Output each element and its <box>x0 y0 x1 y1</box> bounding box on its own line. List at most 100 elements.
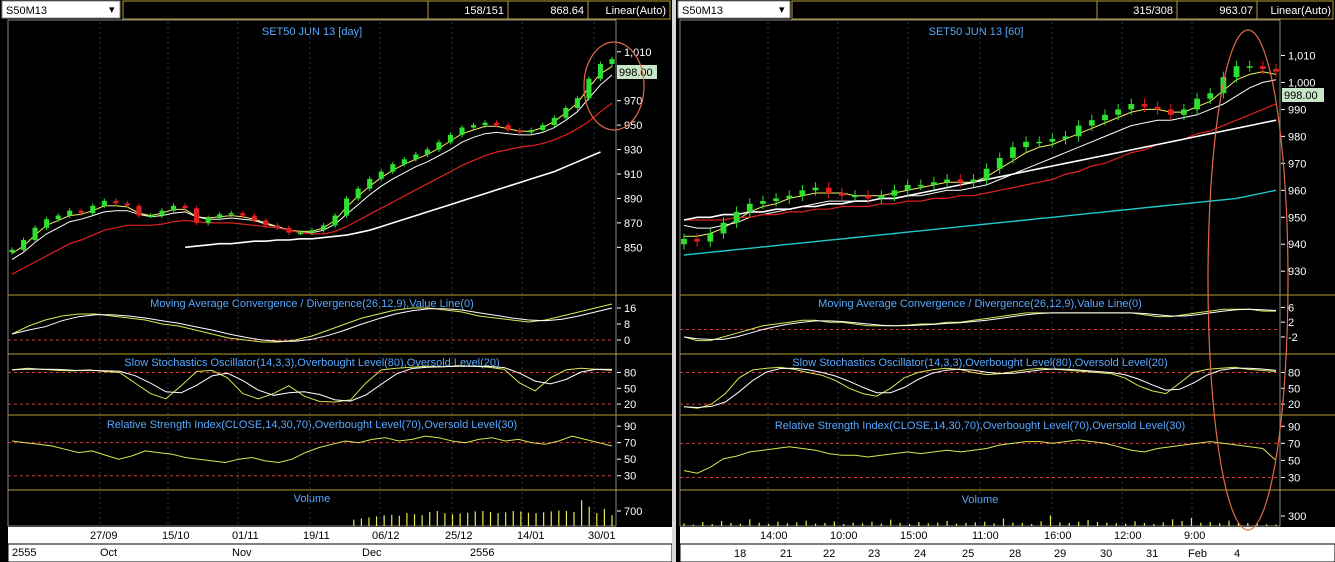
y-tick-label: 870 <box>624 218 642 230</box>
period-label: Oct <box>100 547 117 559</box>
candle-body <box>597 64 604 79</box>
series-line-ma-fast <box>684 71 1277 237</box>
date-ticks: 27/09 15/10 01/11 19/11 06/12 25/12 14/0… <box>90 530 616 542</box>
period-label: 2555 <box>12 547 36 559</box>
candle-body <box>159 210 165 216</box>
candle-body <box>344 198 350 216</box>
x-tick-label: 27/09 <box>90 530 118 542</box>
series-line-ma-fast <box>11 65 613 254</box>
chart-panel-right[interactable]: S50M13 ▾ 315/308 963.07 Linear(Auto) SET… <box>676 0 1335 562</box>
candle-body <box>390 164 396 172</box>
candle-body <box>983 168 990 180</box>
candle-body <box>1036 141 1043 144</box>
day-label: 24 <box>914 548 926 560</box>
y-tick-label: 1,010 <box>1288 50 1316 62</box>
time-ticks: 14:00 10:00 15:00 11:00 16:00 12:00 9:00 <box>760 530 1205 542</box>
day-labels: 18 21 22 23 24 25 28 29 30 31 Feb 4 <box>734 548 1240 560</box>
candle-body <box>609 59 615 64</box>
indicator-line <box>11 365 613 403</box>
y-tick-label: 16 <box>624 303 636 315</box>
x-tick-label: 11:00 <box>972 530 999 542</box>
x-tick-label: 9:00 <box>1184 530 1205 542</box>
candle-body <box>1102 114 1108 121</box>
symbol-text: S50M13 <box>6 5 47 17</box>
candle-body <box>170 205 177 211</box>
y-tick-label: 70 <box>624 438 636 450</box>
symbol-select[interactable] <box>677 0 791 19</box>
candle-body <box>367 178 373 189</box>
candle-body <box>957 179 964 183</box>
scale-box[interactable] <box>587 0 671 20</box>
x-tick-label: 25/12 <box>445 530 473 542</box>
day-label: 30 <box>1100 548 1112 560</box>
candle-body <box>136 205 142 216</box>
candle-body <box>251 215 257 221</box>
day-label: 18 <box>734 548 746 560</box>
candle-body <box>586 78 592 99</box>
price-tag-text: 998.00 <box>619 67 653 79</box>
signal-line <box>683 308 1277 340</box>
candle-body <box>147 215 154 218</box>
candle-body <box>55 215 61 220</box>
x-tick-label: 01/11 <box>232 530 259 542</box>
period-labels: 2555 Oct Nov Dec 2556 <box>12 547 494 559</box>
y-tick-label: 80 <box>1288 368 1300 380</box>
toolbar <box>676 0 1335 20</box>
day-label: 22 <box>823 548 835 560</box>
candle-body <box>773 198 779 202</box>
y-tick-label: 980 <box>1288 131 1306 143</box>
annotation-ellipse <box>583 41 645 131</box>
candle-body <box>996 157 1003 169</box>
period-label: Nov <box>232 547 252 559</box>
candle-body <box>1009 147 1016 158</box>
candle-body <box>838 193 845 196</box>
symbol-select[interactable] <box>1 0 121 19</box>
candle-body <box>1115 109 1122 115</box>
plot-frame <box>7 19 617 527</box>
candle-body <box>124 203 130 206</box>
candle-body <box>707 233 714 242</box>
series-line-ma-mid <box>683 79 1277 229</box>
volume-title: Volume <box>294 493 331 505</box>
scale-box[interactable] <box>1256 0 1334 20</box>
day-label: 29 <box>1054 548 1066 560</box>
y-tick-label: 950 <box>624 120 642 132</box>
y-tick-label: 90 <box>624 421 636 433</box>
chevron-down-icon[interactable]: ▾ <box>779 4 785 16</box>
candle-body <box>1088 120 1095 126</box>
y-tick-label: 8 <box>624 319 630 331</box>
candle-body <box>470 125 477 128</box>
y-tick-label: 1,000 <box>1288 77 1316 89</box>
candle-body <box>182 205 188 209</box>
chart-panel-left[interactable]: S50M13 ▾ 158/151 868.64 Linear(Auto) SET… <box>0 0 672 562</box>
day-label: 25 <box>962 548 974 560</box>
period-label: Dec <box>362 547 382 559</box>
candle-body <box>681 238 687 245</box>
candle-body <box>917 184 924 187</box>
time-axis <box>680 527 1335 544</box>
candle-body <box>694 238 701 242</box>
candle-body <box>240 213 246 216</box>
volume-title: Volume <box>962 494 999 506</box>
candle-body <box>9 249 15 253</box>
candle-body <box>1246 66 1253 68</box>
candle-body <box>852 195 858 198</box>
chevron-down-icon[interactable]: ▾ <box>109 4 115 16</box>
counter-text: 315/308 <box>1133 5 1173 17</box>
candle-body <box>263 220 269 226</box>
y-tick-label: 950 <box>1288 212 1306 224</box>
series-line-ma-white <box>683 119 1277 221</box>
y-tick-label: 970 <box>1288 158 1306 170</box>
candle-body <box>517 130 523 133</box>
candle-body <box>799 190 806 196</box>
scale-text: Linear(Auto) <box>605 5 666 17</box>
day-label: 23 <box>868 548 880 560</box>
date-axis <box>8 527 672 544</box>
chart-left[interactable]: S50M13 ▾ 158/151 868.64 Linear(Auto) SET… <box>0 0 672 562</box>
candle-body <box>891 190 898 196</box>
price-tag <box>1282 88 1324 102</box>
y-tick-label: 20 <box>624 399 636 411</box>
period-axis <box>7 543 672 562</box>
y-tick-label: 30 <box>624 471 636 483</box>
chart-right[interactable]: S50M13 ▾ 315/308 963.07 Linear(Auto) SET… <box>676 0 1335 562</box>
